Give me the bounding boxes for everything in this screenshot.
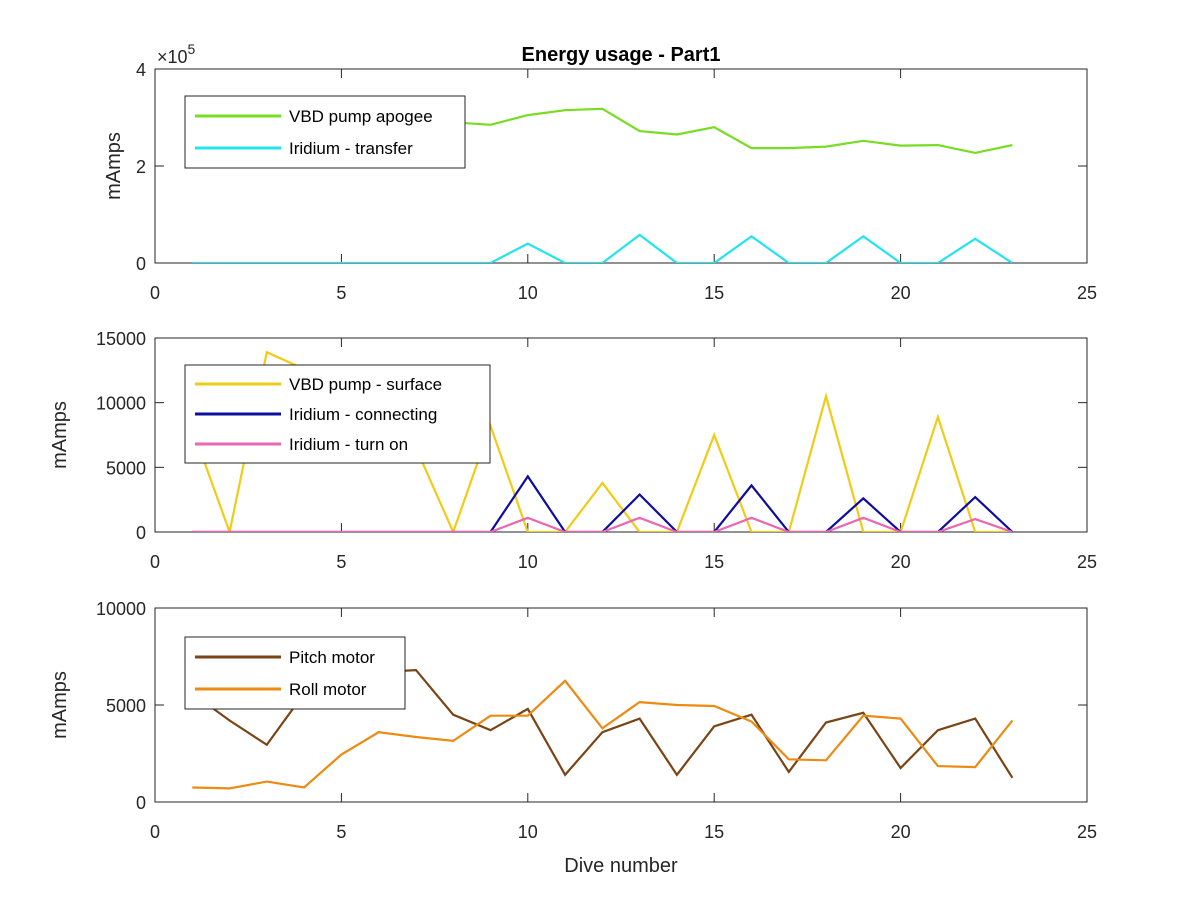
x-tick-label: 25 (1077, 283, 1097, 303)
series-line-iridium-transfer (192, 233, 1013, 263)
x-tick-label: 5 (336, 822, 346, 842)
x-tick-label: 10 (518, 283, 538, 303)
legend-label: Pitch motor (289, 648, 375, 667)
x-tick-label: 10 (518, 552, 538, 572)
legend: VBD pump apogee Iridium - transfer (184, 95, 466, 169)
x-axis-label: Dive number (564, 855, 678, 877)
y-axis-label: mAmps (49, 671, 71, 739)
y-tick-label: 0 (136, 793, 146, 813)
y-tick-label: 5000 (106, 458, 146, 478)
y-tick-label: 2 (136, 157, 146, 177)
x-tick-label: 20 (891, 552, 911, 572)
x-tick-label: 10 (518, 822, 538, 842)
x-tick-label: 5 (336, 283, 346, 303)
y-tick-label: 10000 (96, 599, 146, 619)
chart-title: Energy usage - Part1 (522, 44, 721, 66)
subplot-3: 0 5 10 15 20 25 0 5000 10000 mAmps Dive number Pitc… (49, 599, 1097, 877)
y-tick-label: 0 (136, 523, 146, 543)
legend-box (184, 636, 406, 710)
series-line-roll-motor (192, 679, 1014, 790)
series-line-iridium-turn-on (192, 516, 1013, 532)
legend-label: Roll motor (289, 680, 367, 699)
x-tick-label: 20 (891, 283, 911, 303)
legend: VBD pump - surface Iridium - connecting Ir… (184, 364, 491, 464)
y-tick-label: 5000 (106, 696, 146, 716)
x-tick-label: 25 (1077, 822, 1097, 842)
x-tick-label: 5 (336, 552, 346, 572)
y-exponent-power: 5 (188, 41, 196, 57)
y-tick-label: 10000 (96, 394, 146, 414)
x-tick-label: 20 (891, 822, 911, 842)
legend-label: VBD pump - surface (289, 375, 442, 394)
y-axis-label: mAmps (49, 401, 71, 469)
legend-box (184, 95, 466, 169)
x-tick-label: 15 (704, 822, 724, 842)
legend: Pitch motor Roll motor (184, 636, 406, 710)
x-tick-label: 0 (150, 822, 160, 842)
x-tick-label: 15 (704, 283, 724, 303)
y-tick-label: 15000 (96, 329, 146, 349)
y-tick-label: 4 (136, 60, 146, 80)
x-tick-label: 0 (150, 552, 160, 572)
y-tick-label: 0 (136, 254, 146, 274)
y-axis-label: mAmps (103, 132, 125, 200)
legend-label: Iridium - transfer (289, 139, 413, 158)
legend-label: VBD pump apogee (289, 107, 433, 126)
x-tick-label: 25 (1077, 552, 1097, 572)
legend-label: Iridium - turn on (289, 435, 408, 454)
y-exponent-label: ×105 (157, 41, 196, 67)
x-tick-label: 0 (150, 283, 160, 303)
x-tick-label: 15 (704, 552, 724, 572)
y-exponent-base: ×10 (157, 47, 188, 67)
series-line-iridium-connecting (192, 474, 1014, 532)
subplot-2: 0 5 10 15 20 25 0 5000 10000 15000 mAmps VBD pump -… (49, 329, 1097, 572)
legend-label: Iridium - connecting (289, 405, 437, 424)
